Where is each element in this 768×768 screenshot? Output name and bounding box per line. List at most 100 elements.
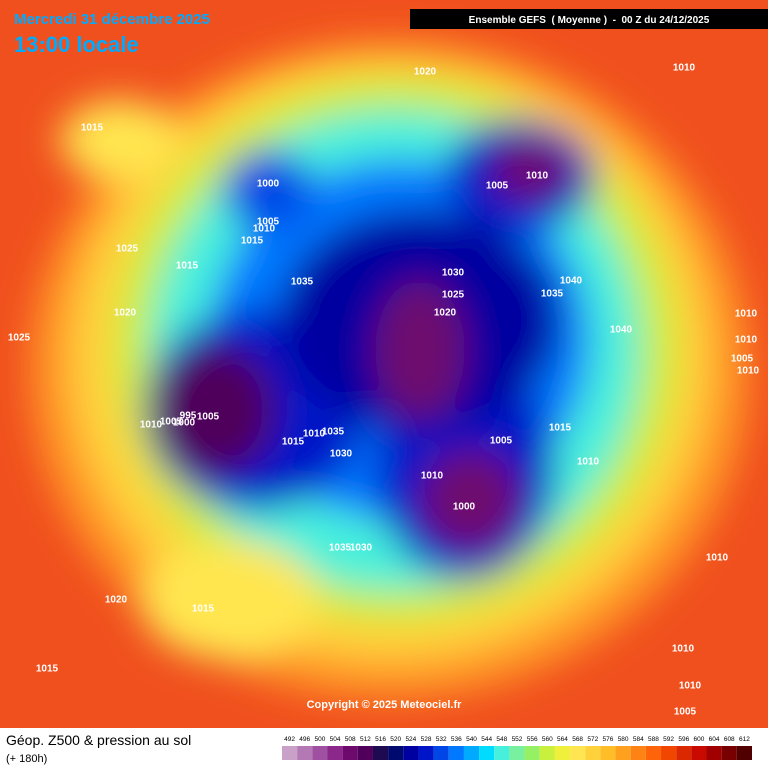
scale-label: 516 [375, 736, 386, 743]
isobar-label: 1005 [731, 354, 754, 365]
scale-label: 576 [603, 736, 614, 743]
scale-swatch [585, 746, 601, 760]
scale-swatch [463, 746, 480, 760]
isobar-label: 1035 [541, 289, 564, 300]
scale-label: 560 [542, 736, 553, 743]
scale-label: 536 [451, 736, 462, 743]
isobar-label: 1020 [105, 595, 128, 606]
isobar-label: 1010 [735, 309, 758, 320]
scale-label: 612 [739, 736, 750, 743]
scale-label: 580 [618, 736, 629, 743]
scale-swatch [676, 746, 692, 760]
isobar-label: 1015 [549, 423, 572, 434]
isobar-label: 1030 [442, 268, 465, 279]
scale-label: 588 [648, 736, 659, 743]
isobar-label: 1015 [241, 236, 264, 247]
isobar-label: 1025 [8, 333, 31, 344]
color-scale: 492 496 500 504 508 512 516 520 524 528 532 536 540 5… [282, 736, 752, 760]
scale-swatch [433, 746, 449, 760]
scale-label: 600 [694, 736, 705, 743]
isobar-label: 1000 [173, 418, 196, 429]
scale-swatch [342, 746, 358, 760]
scale-label: 608 [724, 736, 735, 743]
scale-label: 548 [496, 736, 507, 743]
isobar-label: 1005 [257, 217, 280, 228]
scale-label: 568 [572, 736, 583, 743]
scale-label: 592 [663, 736, 674, 743]
isobar-label: 1005 [674, 707, 697, 718]
scale-label: 512 [360, 736, 371, 743]
isobar-label: 1010 [303, 429, 326, 440]
scale-swatch [706, 746, 722, 760]
isobar-label: 1020 [414, 67, 437, 78]
scale-label: 540 [466, 736, 477, 743]
scale-swatch [539, 746, 555, 760]
isobar-label: 1020 [434, 308, 457, 319]
isobar-label: 1010 [672, 644, 695, 655]
model: Ensemble GEFS ( Moyenne ) - 00 Z du 24/1… [469, 15, 710, 26]
isobar-label: 1030 [330, 449, 353, 460]
scale-swatch [388, 746, 404, 760]
isobar-label: 1010 [735, 335, 758, 346]
isobar-label: 1005 [160, 417, 183, 428]
isobar-label: 1005 [486, 181, 509, 192]
scale-swatch [736, 746, 752, 760]
isobar-label: 1010 [526, 171, 549, 182]
scale-label: 604 [709, 736, 720, 743]
isobar-label: 1015 [36, 664, 59, 675]
scale-swatch [357, 746, 373, 760]
isobar-label: 1020 [114, 308, 137, 319]
isobar-label: 1035 [322, 427, 345, 438]
scale-swatch [479, 746, 495, 760]
scale-swatch [721, 746, 737, 760]
isobar-label: 1015 [81, 123, 104, 134]
date: Mercredi 31 décembre 2025 [14, 11, 210, 28]
isobar-label: 1000 [453, 502, 476, 513]
scale-label: 552 [512, 736, 523, 743]
scale-label: 508 [345, 736, 356, 743]
isobar-label: 1015 [192, 604, 215, 615]
model-box [410, 9, 768, 29]
scale-swatch [448, 746, 464, 760]
isobar-label: 1010 [253, 224, 276, 235]
isobar-label: 1005 [490, 436, 513, 447]
scale-swatch [661, 746, 677, 760]
isobar-label: 1040 [610, 325, 633, 336]
scale-label: 544 [481, 736, 492, 743]
scale-swatch [297, 746, 313, 760]
scale-swatch [615, 746, 631, 760]
scale-label: 492 [284, 736, 295, 743]
isobar-label: 1035 [291, 277, 314, 288]
scale-label: 596 [678, 736, 689, 743]
isobar-label: 1015 [176, 261, 199, 272]
footer-lead: (+ 180h) [6, 753, 47, 765]
isobar-label: 1025 [116, 244, 139, 255]
isobar-label: 1010 [421, 471, 444, 482]
isobar-label: 1010 [737, 366, 760, 377]
isobar-label: 1010 [706, 553, 729, 564]
scale-swatch [645, 746, 662, 760]
isobar-label: 1010 [140, 420, 163, 431]
time: 13:00 locale [14, 32, 139, 57]
isobar-label: 1010 [673, 63, 696, 74]
isobar-label: 1040 [560, 276, 583, 287]
scale-label: 532 [436, 736, 447, 743]
scale-swatch [418, 746, 434, 760]
isobar-label: 1010 [679, 681, 702, 692]
isobar-label: 1035 [329, 543, 352, 554]
isobar-label: 1025 [442, 290, 465, 301]
isobar-label: 1010 [577, 457, 600, 468]
scale-label: 524 [405, 736, 416, 743]
scale-swatch [524, 746, 540, 760]
scale-swatch [494, 746, 510, 760]
isobar-label: 1015 [282, 437, 305, 448]
scale-label: 520 [390, 736, 401, 743]
scale-swatch [630, 746, 646, 760]
scale-swatch [282, 746, 298, 760]
footer-title: Géop. Z500 & pression au sol [6, 732, 191, 748]
scale-swatch [600, 746, 616, 760]
scale-label: 528 [421, 736, 432, 743]
